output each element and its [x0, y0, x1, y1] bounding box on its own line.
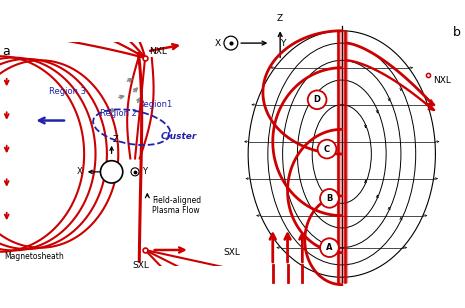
- Text: SXL: SXL: [132, 261, 149, 270]
- Text: Z: Z: [277, 14, 283, 23]
- Circle shape: [320, 189, 339, 208]
- Text: SXL: SXL: [224, 248, 240, 257]
- Text: b: b: [452, 26, 460, 39]
- Text: Region1: Region1: [139, 100, 173, 109]
- Text: Region 3: Region 3: [49, 87, 86, 96]
- Text: NXL: NXL: [150, 47, 167, 56]
- Text: Cluster: Cluster: [161, 132, 197, 141]
- Text: a: a: [2, 45, 10, 58]
- Text: Field-aligned: Field-aligned: [152, 196, 201, 205]
- Circle shape: [308, 91, 326, 109]
- Circle shape: [224, 36, 238, 50]
- Text: Z: Z: [113, 135, 119, 144]
- Text: B: B: [326, 194, 332, 203]
- Text: Region 2: Region 2: [100, 109, 137, 118]
- Text: X: X: [215, 38, 221, 48]
- Text: Plasma Flow: Plasma Flow: [152, 206, 199, 215]
- Text: A: A: [326, 243, 332, 252]
- Text: D: D: [313, 95, 321, 104]
- Text: Magnetosheath: Magnetosheath: [5, 252, 64, 261]
- Text: NXL: NXL: [433, 75, 451, 85]
- Circle shape: [131, 168, 139, 176]
- Text: Y: Y: [142, 167, 147, 176]
- Text: C: C: [324, 144, 330, 154]
- Circle shape: [318, 140, 336, 158]
- Circle shape: [100, 161, 123, 183]
- Text: Y: Y: [280, 38, 286, 48]
- Circle shape: [320, 238, 339, 257]
- Text: X: X: [76, 167, 82, 176]
